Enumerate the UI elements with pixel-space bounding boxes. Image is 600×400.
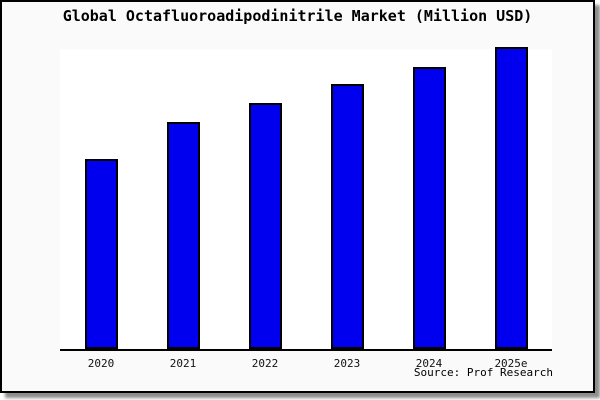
x-tick-label-2023: 2023 (333, 357, 361, 370)
bar-2023 (331, 84, 364, 349)
source-attribution: Source: Prof Research (413, 366, 553, 379)
bar-2021 (167, 122, 200, 349)
x-tick-label-2020: 2020 (87, 357, 115, 370)
bar-2024 (413, 67, 446, 349)
x-tick-label-2022: 2022 (251, 357, 279, 370)
x-tick-label-2025e: 2025e (494, 357, 528, 370)
x-tick-label-2024: 2024 (415, 357, 443, 370)
bar-2025e (495, 47, 528, 349)
x-tick-label-2021: 2021 (169, 357, 197, 370)
chart-title: Global Octafluoroadipodinitrile Market (… (62, 7, 533, 25)
bar-2022 (249, 103, 282, 349)
plot-area (60, 47, 552, 351)
bar-2020 (85, 159, 118, 349)
chart-card: Global Octafluoroadipodinitrile Market (… (0, 0, 595, 393)
